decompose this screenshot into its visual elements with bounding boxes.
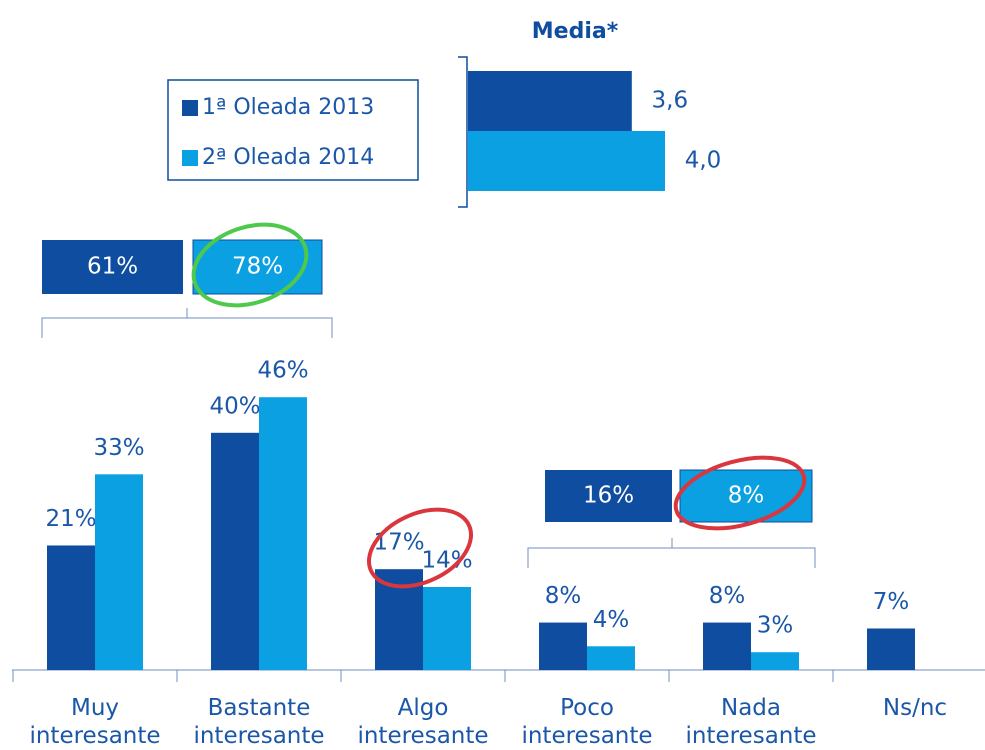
bar — [423, 587, 471, 670]
total-label: 16% — [583, 483, 634, 509]
legend-swatch — [182, 150, 198, 166]
x-tick-label: Ns/nc — [883, 695, 947, 721]
total-bracket — [528, 538, 815, 568]
total-label: 61% — [87, 254, 138, 280]
x-tick-label-line: Nada — [721, 695, 781, 721]
bar — [867, 628, 915, 670]
bar — [47, 545, 95, 670]
bar — [587, 646, 635, 670]
bar — [468, 131, 665, 191]
value-label: 3,6 — [652, 88, 689, 114]
value-label: 33% — [93, 435, 144, 461]
legend-swatch — [182, 100, 198, 116]
value-label: 3% — [757, 613, 794, 639]
chart: Media* Muyinteresante21%33%Bastanteinter… — [0, 0, 985, 750]
total-label: 78% — [232, 254, 283, 280]
value-label: 21% — [45, 506, 96, 532]
value-label: 40% — [209, 393, 260, 419]
value-label: 4% — [593, 607, 630, 633]
x-tick-label-line: interesante — [521, 723, 652, 749]
media-title: Media* — [532, 19, 619, 44]
total-bracket — [42, 308, 332, 338]
x-tick-label-line: interesante — [193, 723, 324, 749]
bar — [751, 652, 799, 670]
value-label: 4,0 — [685, 148, 722, 174]
x-tick-label-line: interesante — [29, 723, 160, 749]
bar — [95, 474, 143, 670]
x-tick-label-line: Muy — [71, 695, 119, 721]
x-tick-label-line: Ns/nc — [883, 695, 947, 721]
bar — [468, 71, 632, 131]
bar — [703, 623, 751, 670]
value-label: 7% — [873, 589, 910, 615]
value-label: 46% — [257, 358, 308, 384]
bar — [259, 397, 307, 670]
x-tick-label-line: interesante — [357, 723, 488, 749]
legend-label: 2ª Oleada 2014 — [202, 145, 374, 170]
x-tick-label-line: Bastante — [208, 695, 311, 721]
value-label: 8% — [545, 583, 582, 609]
x-tick-label-line: interesante — [685, 723, 816, 749]
bar — [539, 623, 587, 670]
x-tick-label-line: Poco — [560, 695, 614, 721]
page: Media* Muyinteresante21%33%Bastanteinter… — [0, 0, 985, 750]
media-bracket — [458, 57, 467, 207]
bar — [211, 433, 259, 670]
value-label: 8% — [709, 583, 746, 609]
legend-label: 1ª Oleada 2013 — [202, 95, 374, 120]
x-tick-label-line: Algo — [398, 695, 449, 721]
total-label: 8% — [728, 483, 765, 509]
